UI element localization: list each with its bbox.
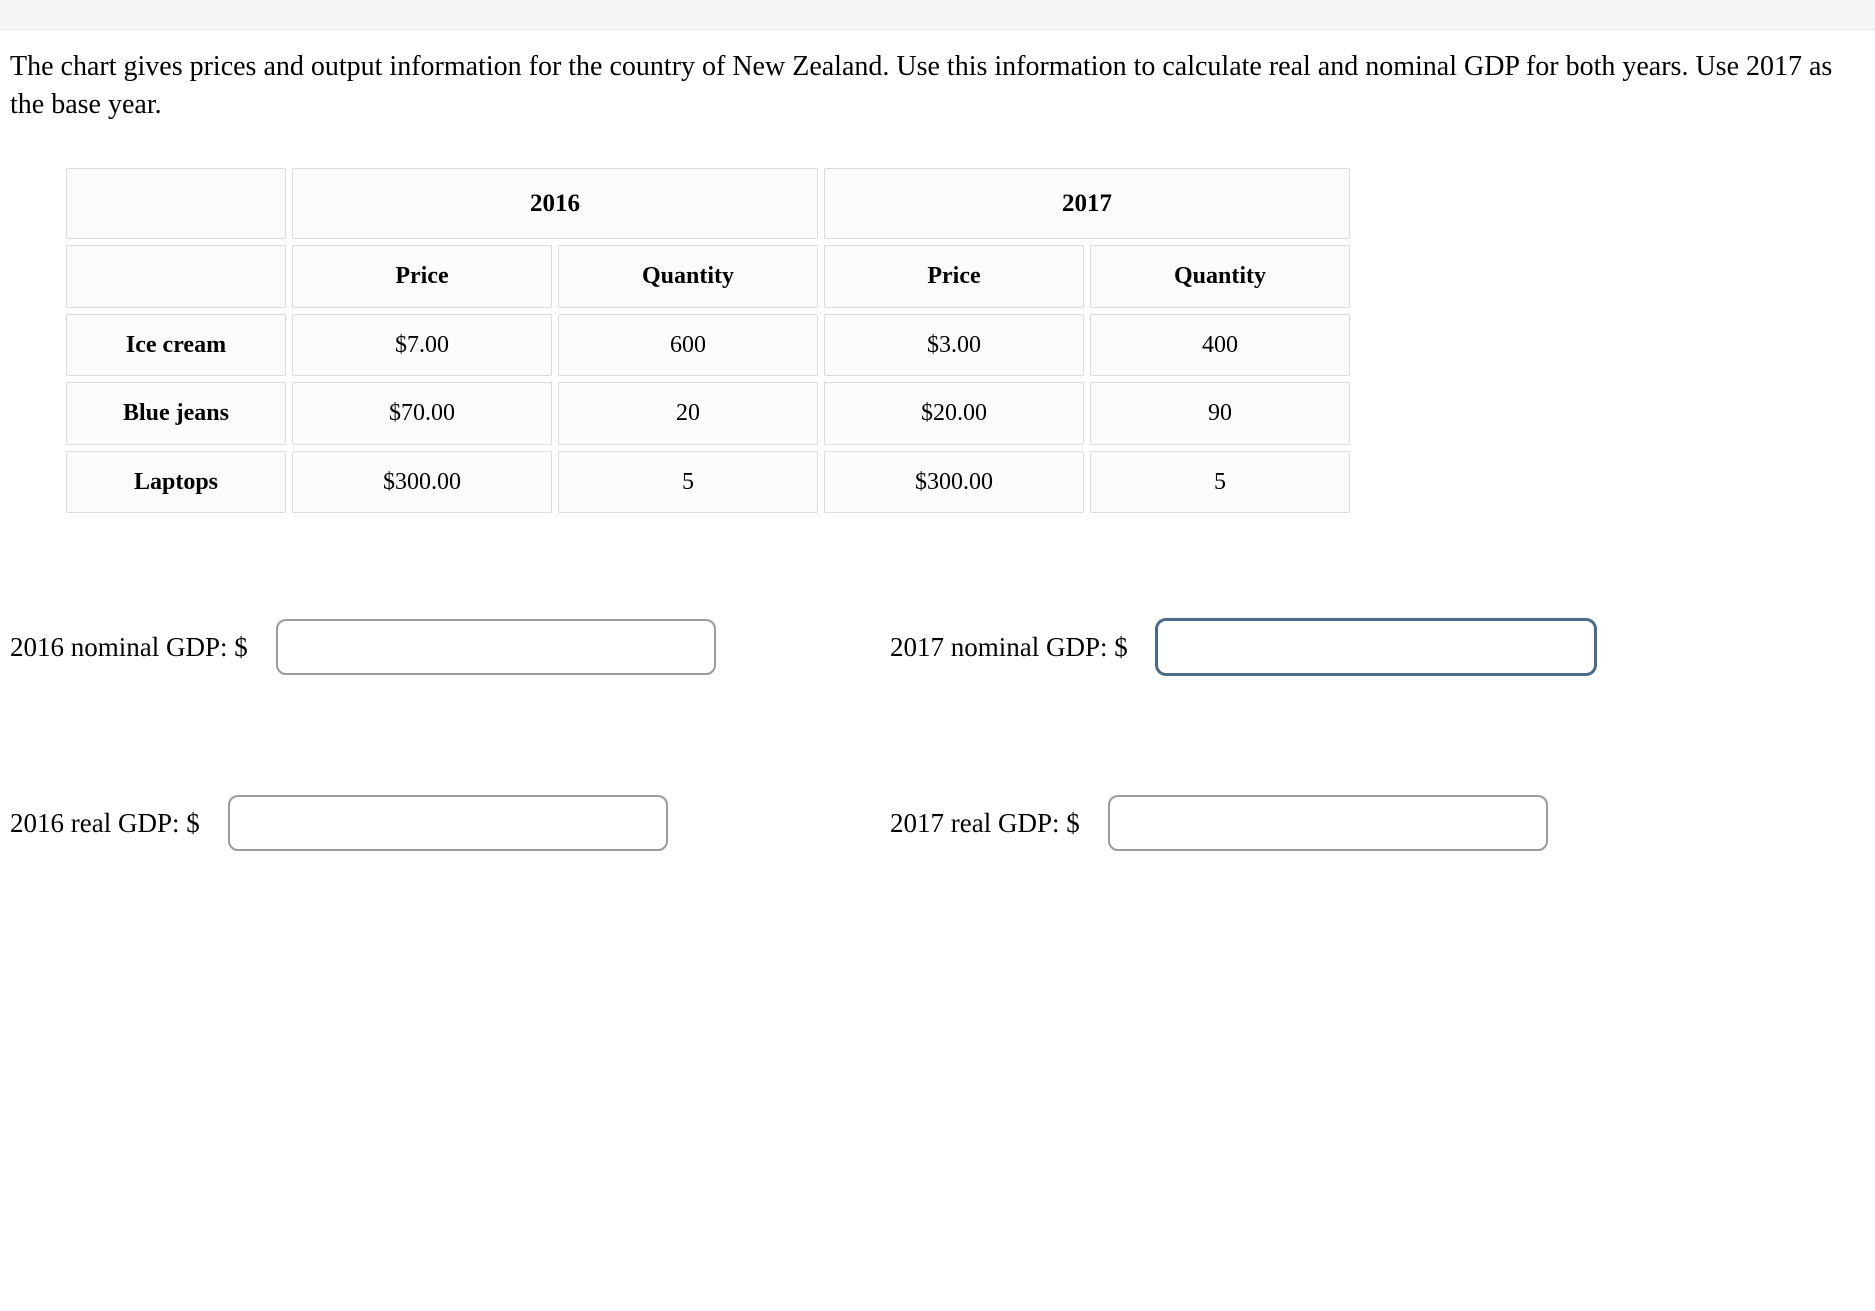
table-corner-cell [66, 168, 286, 240]
cell: $3.00 [824, 314, 1084, 376]
cell: 20 [558, 382, 818, 444]
label-2017-real: 2017 real GDP: $ [890, 805, 1080, 841]
gdp-data-table: 2016 2017 Price Quantity Price Quantity … [60, 162, 1356, 519]
label-2017-nominal: 2017 nominal GDP: $ [890, 629, 1128, 665]
row-label-ice-cream: Ice cream [66, 314, 286, 376]
col-header-price-2016: Price [292, 245, 552, 307]
year-header-2016: 2016 [292, 168, 818, 240]
answer-2017-nominal: 2017 nominal GDP: $ [890, 619, 1730, 675]
question-prompt: The chart gives prices and output inform… [10, 48, 1845, 124]
input-2016-real[interactable] [228, 795, 668, 851]
cell: 90 [1090, 382, 1350, 444]
cell: $300.00 [292, 451, 552, 513]
table-row: Ice cream $7.00 600 $3.00 400 [66, 314, 1350, 376]
label-2016-real: 2016 real GDP: $ [10, 805, 200, 841]
col-header-quantity-2017: Quantity [1090, 245, 1350, 307]
col-header-price-2017: Price [824, 245, 1084, 307]
page: The chart gives prices and output inform… [0, 30, 1875, 911]
cell: $70.00 [292, 382, 552, 444]
table-row: Laptops $300.00 5 $300.00 5 [66, 451, 1350, 513]
table-empty-cell [66, 245, 286, 307]
table-subheader-row: Price Quantity Price Quantity [66, 245, 1350, 307]
row-label-laptops: Laptops [66, 451, 286, 513]
table-year-row: 2016 2017 [66, 168, 1350, 240]
row-label-blue-jeans: Blue jeans [66, 382, 286, 444]
input-2016-nominal[interactable] [276, 619, 716, 675]
table-row: Blue jeans $70.00 20 $20.00 90 [66, 382, 1350, 444]
cell: 5 [558, 451, 818, 513]
answer-2016-nominal: 2016 nominal GDP: $ [10, 619, 850, 675]
top-bar [0, 0, 1875, 30]
cell: $300.00 [824, 451, 1084, 513]
cell: 400 [1090, 314, 1350, 376]
cell: 600 [558, 314, 818, 376]
input-2017-real[interactable] [1108, 795, 1548, 851]
answer-2017-real: 2017 real GDP: $ [890, 795, 1730, 851]
cell: $7.00 [292, 314, 552, 376]
label-2016-nominal: 2016 nominal GDP: $ [10, 629, 248, 665]
cell: 5 [1090, 451, 1350, 513]
answer-2016-real: 2016 real GDP: $ [10, 795, 850, 851]
input-2017-nominal[interactable] [1156, 619, 1596, 675]
cell: $20.00 [824, 382, 1084, 444]
col-header-quantity-2016: Quantity [558, 245, 818, 307]
answers-grid: 2016 nominal GDP: $ 2017 nominal GDP: $ … [10, 619, 1730, 851]
year-header-2017: 2017 [824, 168, 1350, 240]
